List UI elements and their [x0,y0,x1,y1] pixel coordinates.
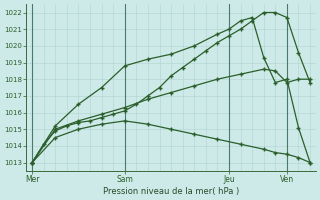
X-axis label: Pression niveau de la mer( hPa ): Pression niveau de la mer( hPa ) [103,187,239,196]
